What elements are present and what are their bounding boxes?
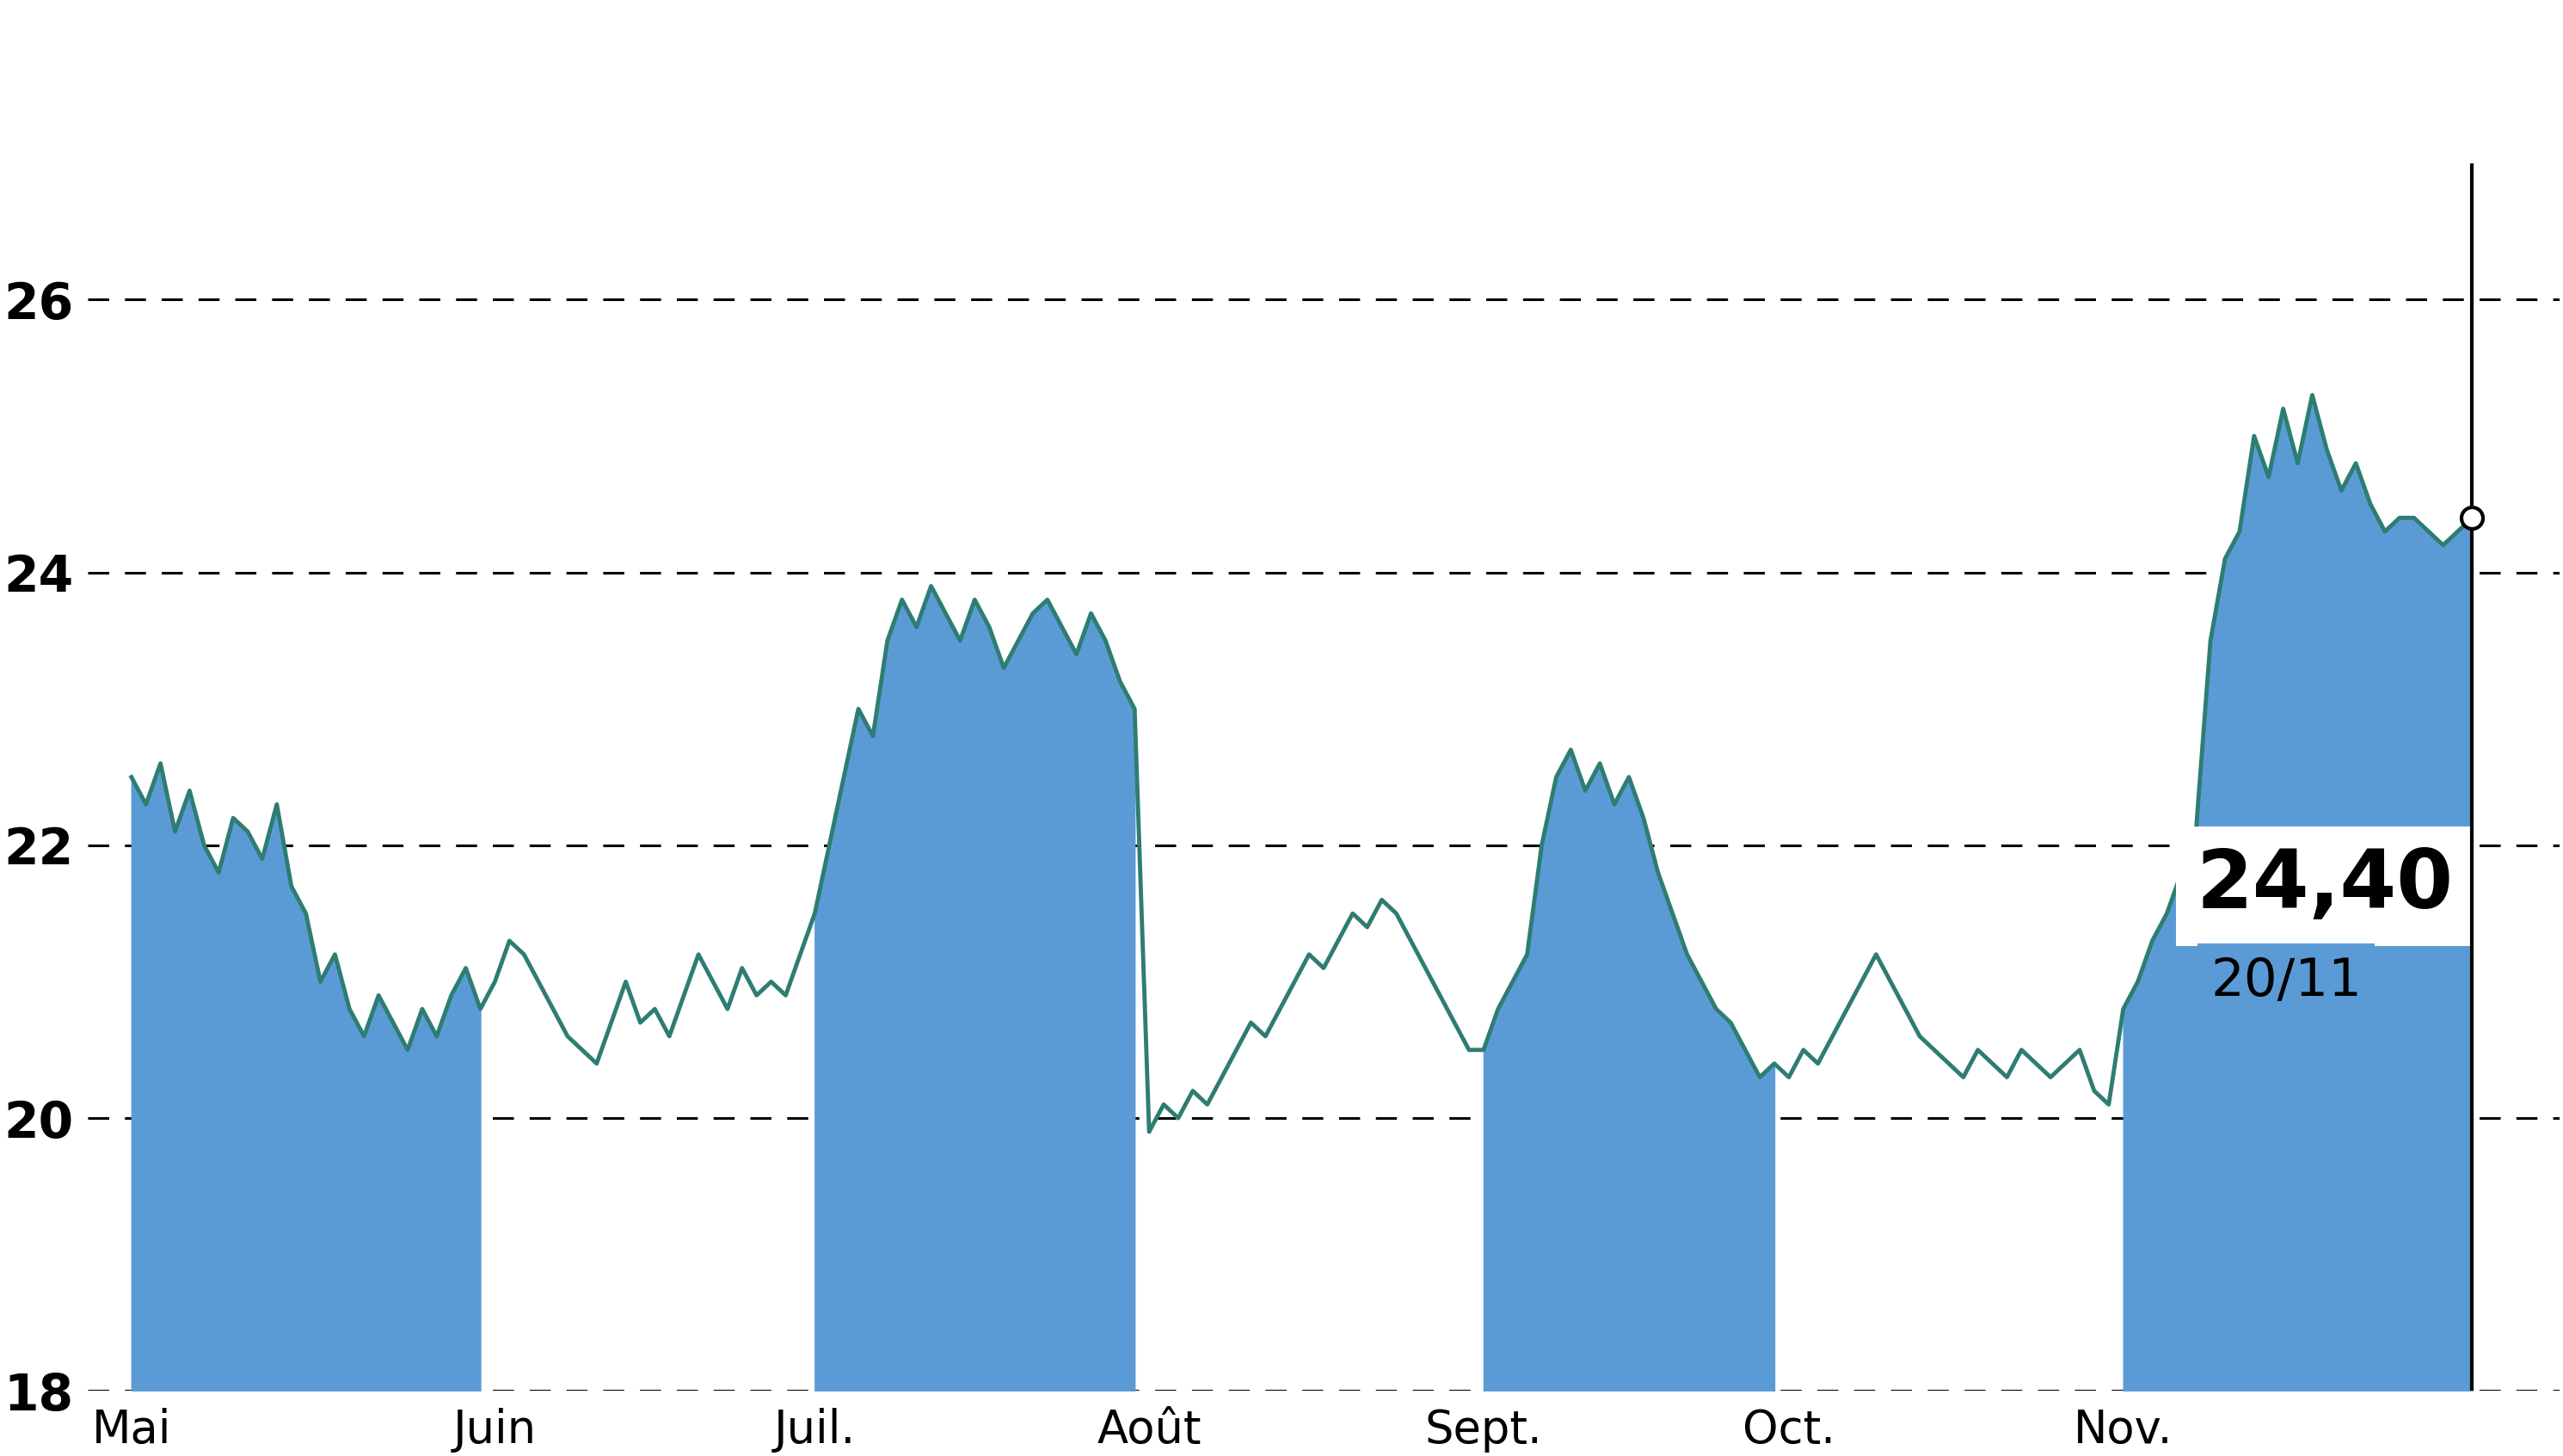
Text: TECHNIP ENERGIES: TECHNIP ENERGIES bbox=[646, 23, 2002, 144]
Text: 24,40: 24,40 bbox=[2196, 846, 2453, 926]
Text: 20/11: 20/11 bbox=[2209, 957, 2363, 1008]
